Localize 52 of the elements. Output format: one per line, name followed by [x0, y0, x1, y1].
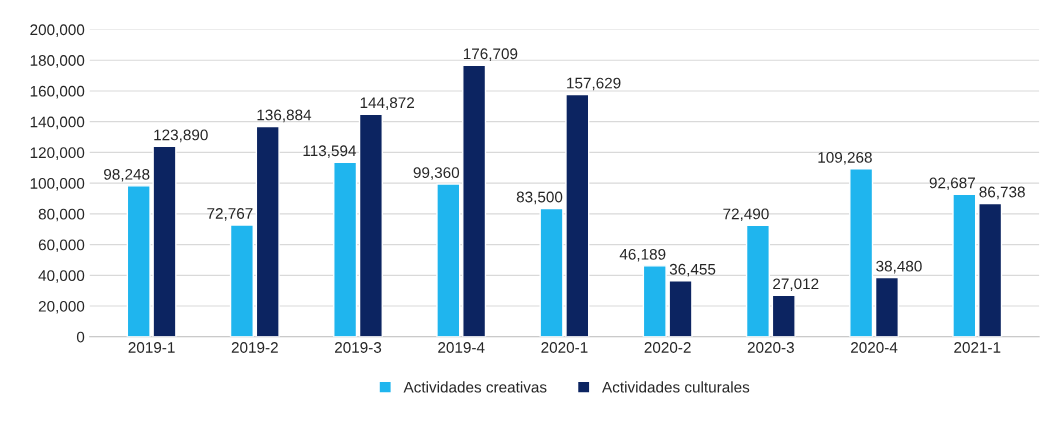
y-tick-label: 40,000 [38, 270, 85, 283]
data-label: 157,629 [567, 77, 621, 91]
x-tick-label: 2019-2 [231, 342, 278, 353]
data-label: 46,189 [619, 248, 666, 262]
x-tick-label: 2020-3 [747, 342, 794, 353]
bar [745, 224, 770, 337]
data-label: 27,012 [773, 278, 819, 291]
y-tick-label: 100,000 [30, 178, 85, 191]
x-tick-label: 2020-1 [541, 342, 588, 353]
data-label: 123,890 [154, 129, 208, 143]
y-tick-label: 140,000 [30, 116, 85, 130]
bar [436, 183, 461, 337]
x-tick-label: 2019-1 [128, 342, 175, 353]
bar [849, 168, 874, 337]
data-label: 176,709 [463, 48, 518, 61]
y-tick-label: 80,000 [38, 208, 85, 222]
bar [358, 113, 383, 337]
x-tick-label: 2020-2 [644, 342, 691, 353]
data-label: 92,687 [929, 177, 975, 191]
data-label: 144,872 [360, 97, 415, 110]
bar [229, 224, 254, 337]
x-tick-label: 2021-1 [954, 342, 1001, 353]
bar [952, 193, 977, 337]
y-tick-label: 160,000 [30, 85, 85, 99]
legend-label: Actividades creativas [403, 381, 547, 393]
bar [874, 276, 899, 337]
bar [771, 294, 796, 337]
legend-label: Actividades culturales [602, 381, 750, 393]
x-tick-label: 2019-4 [438, 342, 485, 353]
data-label: 38,480 [876, 260, 922, 274]
data-label: 83,500 [516, 191, 563, 205]
x-tick-label: 2020-4 [851, 342, 898, 353]
data-label: 98,248 [104, 168, 150, 182]
data-label: 99,360 [413, 167, 460, 180]
y-tick-label: 200,000 [30, 24, 85, 37]
bar [978, 202, 1003, 337]
y-tick-label: 180,000 [30, 55, 85, 68]
data-label: 136,884 [257, 109, 312, 123]
data-label: 72,490 [723, 208, 769, 222]
data-label: 72,767 [207, 208, 253, 221]
data-label: 109,268 [818, 151, 872, 165]
y-tick-label: 60,000 [38, 239, 85, 253]
y-tick-label: 120,000 [30, 147, 85, 160]
data-label: 113,594 [303, 145, 357, 158]
bar [255, 125, 280, 337]
y-tick-label: 20,000 [38, 300, 85, 314]
bar [462, 64, 487, 337]
x-tick-label: 2019-3 [335, 342, 382, 353]
data-label: 36,455 [669, 263, 716, 277]
bar [333, 161, 358, 337]
data-label: 86,738 [979, 186, 1025, 200]
y-tick-label: 0 [76, 331, 85, 343]
